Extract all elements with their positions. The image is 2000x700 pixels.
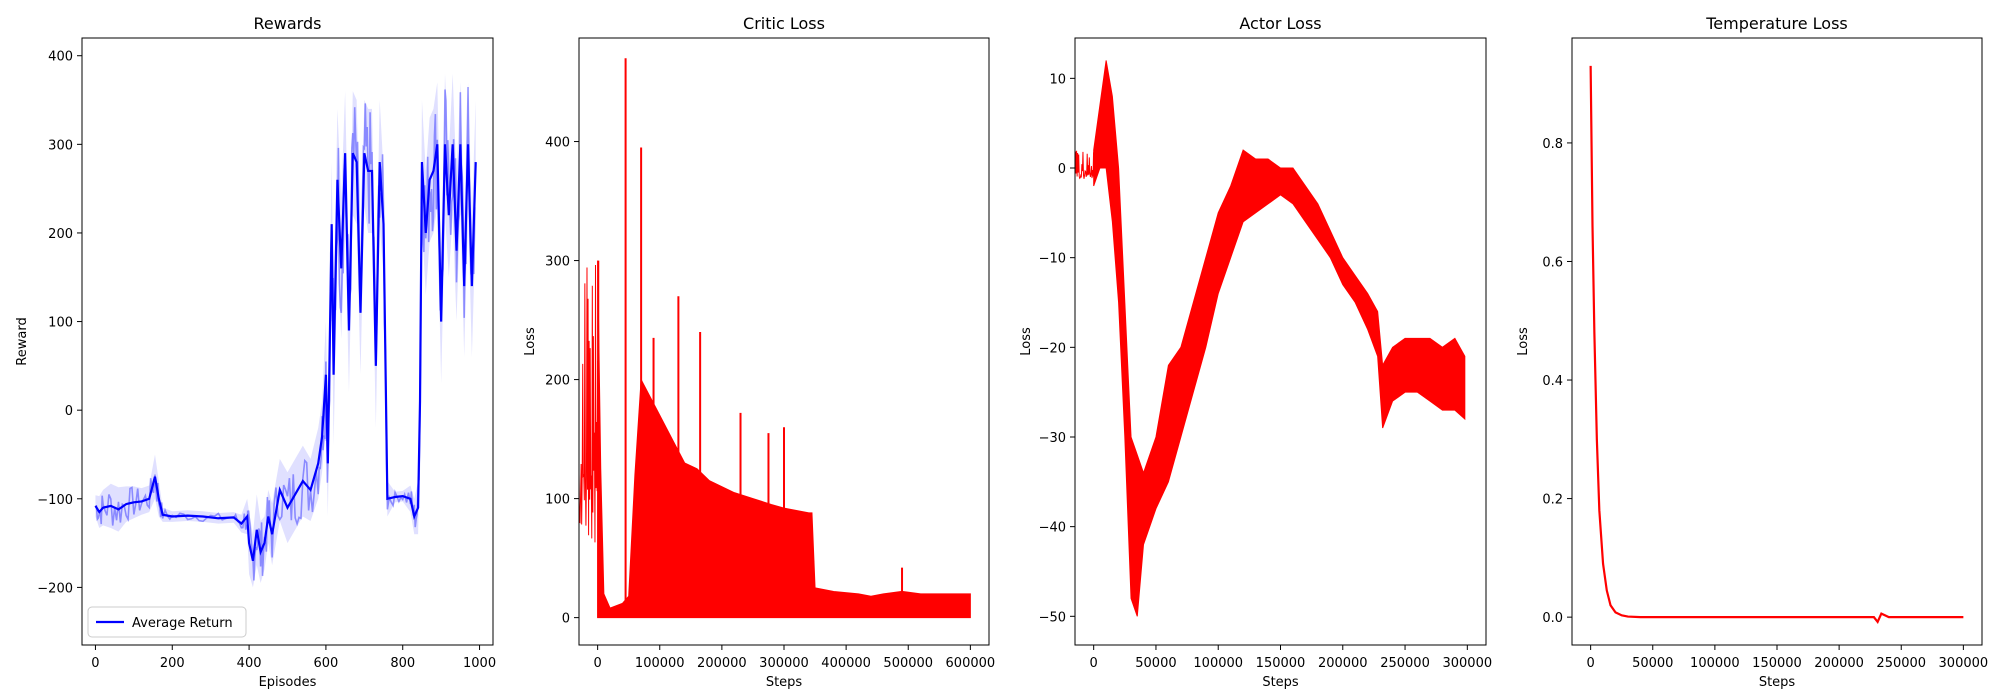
series-envelope bbox=[1093, 60, 1466, 617]
panel-rewards: 0 200 400 600 800 1000 −200 −100 0 100 200 300 400 Re… bbox=[15, 14, 496, 690]
x-axis-label: Steps bbox=[766, 675, 803, 690]
x-tick-label: 100000 bbox=[635, 656, 685, 671]
chart-title: Actor Loss bbox=[1239, 14, 1321, 33]
y-tick-label: 0.2 bbox=[1542, 493, 1563, 508]
x-tick-label: 400 bbox=[237, 656, 262, 671]
panel-actor-loss: 0 50000 100000 150000 200000 250000 300000 −50 −… bbox=[1019, 14, 1492, 690]
y-tick-label: 200 bbox=[48, 227, 73, 242]
x-tick-label: 100000 bbox=[1690, 656, 1740, 671]
x-tick-label: 150000 bbox=[1752, 656, 1802, 671]
legend-label: Average Return bbox=[132, 616, 233, 631]
x-tick-label: 400000 bbox=[821, 656, 871, 671]
plot-area bbox=[1589, 65, 1964, 624]
series-average-return bbox=[94, 144, 477, 562]
x-tick-label: 1000 bbox=[463, 656, 496, 671]
x-tick-label: 100000 bbox=[1193, 656, 1243, 671]
legend-box bbox=[87, 606, 247, 638]
series-oscillation bbox=[579, 264, 953, 617]
x-tick-label: 0 bbox=[1090, 656, 1098, 671]
x-tick-label: 150000 bbox=[1256, 656, 1306, 671]
y-tick-label: 300 bbox=[48, 138, 73, 153]
x-tick-label: 300000 bbox=[1442, 656, 1492, 671]
y-tick-label: 0 bbox=[1058, 162, 1066, 177]
x-tick-label: 600000 bbox=[946, 656, 996, 671]
y-axis-label: Loss bbox=[1019, 327, 1034, 356]
y-tick-label: 0.8 bbox=[1542, 137, 1563, 152]
y-tick-label: −200 bbox=[37, 581, 73, 596]
x-axis-label: Steps bbox=[1759, 675, 1796, 690]
x-tick-label: 200000 bbox=[1814, 656, 1864, 671]
x-tick-label: 300000 bbox=[1939, 656, 1989, 671]
x-tick-label: 250000 bbox=[1380, 656, 1430, 671]
x-tick-label: 500000 bbox=[883, 656, 933, 671]
plot-area bbox=[1075, 60, 1466, 617]
chart-title: Temperature Loss bbox=[1705, 14, 1848, 33]
x-tick-label: 200 bbox=[160, 656, 185, 671]
y-tick-label: 100 bbox=[48, 316, 73, 331]
y-tick-label: 0 bbox=[65, 404, 73, 419]
chart-title: Rewards bbox=[254, 14, 322, 33]
y-tick-label: −50 bbox=[1039, 610, 1066, 625]
y-tick-label: 300 bbox=[545, 255, 570, 270]
x-tick-label: 200000 bbox=[1318, 656, 1368, 671]
series-band bbox=[95, 73, 476, 588]
y-tick-label: −40 bbox=[1039, 521, 1066, 536]
x-tick-label: 600 bbox=[313, 656, 338, 671]
x-tick-label: 50000 bbox=[1632, 656, 1673, 671]
axes-frame bbox=[1571, 37, 1983, 646]
y-tick-label: 200 bbox=[545, 374, 570, 389]
x-tick-label: 250000 bbox=[1876, 656, 1926, 671]
axes-frame bbox=[81, 37, 494, 646]
x-tick-label: 200000 bbox=[697, 656, 747, 671]
y-tick-label: 400 bbox=[545, 136, 570, 151]
y-tick-label: −20 bbox=[1039, 341, 1066, 356]
y-tick-label: 10 bbox=[1049, 72, 1066, 87]
y-tick-label: 100 bbox=[545, 493, 570, 508]
y-tick-label: 0.4 bbox=[1542, 374, 1563, 389]
y-tick-label: −100 bbox=[37, 493, 73, 508]
y-tick-label: 0.0 bbox=[1542, 611, 1563, 626]
x-axis-label: Steps bbox=[1262, 675, 1299, 690]
panel-temperature-loss: 0 50000 100000 150000 200000 250000 300000 0.0 0… bbox=[1516, 14, 1988, 690]
y-tick-label: 0.6 bbox=[1542, 255, 1563, 270]
plot-area bbox=[94, 73, 477, 588]
x-tick-label: 800 bbox=[390, 656, 415, 671]
y-axis-label: Loss bbox=[1516, 327, 1531, 356]
y-tick-label: −30 bbox=[1039, 431, 1066, 446]
y-tick-label: 400 bbox=[48, 50, 73, 65]
x-tick-label: 300000 bbox=[759, 656, 809, 671]
x-tick-label: 0 bbox=[593, 656, 601, 671]
x-tick-label: 0 bbox=[91, 656, 99, 671]
x-tick-label: 50000 bbox=[1135, 656, 1176, 671]
chart-title: Critic Loss bbox=[743, 14, 825, 33]
x-tick-label: 0 bbox=[1586, 656, 1594, 671]
y-tick-label: 0 bbox=[562, 612, 570, 627]
legend: Average Return bbox=[87, 606, 247, 638]
plot-area bbox=[579, 58, 971, 619]
series-temperature-loss bbox=[1589, 65, 1964, 624]
y-axis-label: Loss bbox=[523, 327, 538, 356]
y-axis-label: Reward bbox=[15, 317, 30, 365]
series-oscillation bbox=[1075, 77, 1447, 579]
x-axis-label: Episodes bbox=[259, 675, 317, 690]
panel-critic-loss: 0 100000 200000 300000 400000 500000 600000 0 10… bbox=[523, 14, 995, 690]
y-tick-label: −10 bbox=[1039, 252, 1066, 267]
